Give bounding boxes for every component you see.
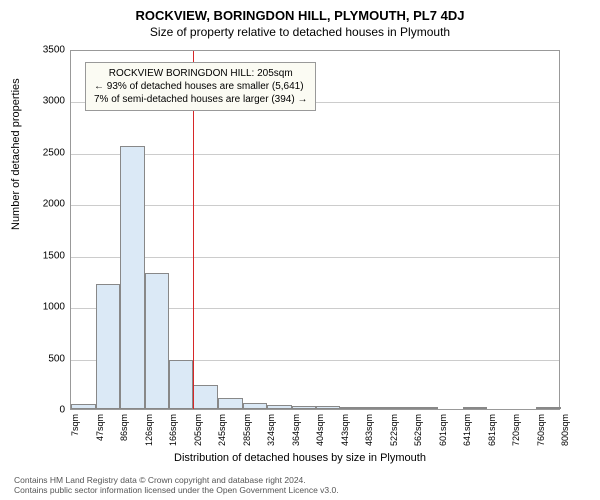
histogram-bar bbox=[316, 406, 340, 409]
annotation-line-2: ← 93% of detached houses are smaller (5,… bbox=[94, 80, 307, 93]
annotation-line-3: 7% of semi-detached houses are larger (3… bbox=[94, 93, 307, 106]
x-tick-label: 404sqm bbox=[315, 414, 325, 464]
histogram-bar bbox=[120, 146, 145, 409]
x-tick-label: 641sqm bbox=[462, 414, 472, 464]
histogram-bar bbox=[267, 405, 292, 409]
histogram-bar bbox=[145, 273, 170, 409]
histogram-bar bbox=[243, 403, 267, 409]
y-axis-label: Number of detached properties bbox=[10, 78, 22, 230]
histogram-bar bbox=[463, 407, 488, 409]
chart-container: ROCKVIEW, BORINGDON HILL, PLYMOUTH, PL7 … bbox=[0, 0, 600, 500]
y-tick-label: 3000 bbox=[35, 96, 65, 107]
histogram-bar bbox=[365, 407, 389, 409]
x-tick-label: 86sqm bbox=[119, 414, 129, 464]
chart-title-main: ROCKVIEW, BORINGDON HILL, PLYMOUTH, PL7 … bbox=[0, 0, 600, 23]
histogram-bar bbox=[292, 406, 317, 409]
y-tick-label: 1500 bbox=[35, 250, 65, 261]
y-tick-label: 3500 bbox=[35, 45, 65, 56]
x-tick-label: 562sqm bbox=[413, 414, 423, 464]
histogram-bar bbox=[169, 360, 193, 409]
x-tick-label: 364sqm bbox=[291, 414, 301, 464]
footer-line-2: Contains public sector information licen… bbox=[14, 485, 339, 496]
x-tick-label: 285sqm bbox=[242, 414, 252, 464]
histogram-bar bbox=[96, 284, 120, 409]
x-tick-label: 681sqm bbox=[487, 414, 497, 464]
x-tick-label: 47sqm bbox=[95, 414, 105, 464]
histogram-bar bbox=[71, 404, 96, 409]
x-tick-label: 522sqm bbox=[389, 414, 399, 464]
x-tick-label: 601sqm bbox=[438, 414, 448, 464]
histogram-bar bbox=[414, 407, 438, 409]
x-tick-label: 166sqm bbox=[168, 414, 178, 464]
histogram-bar bbox=[389, 407, 414, 409]
chart-title-sub: Size of property relative to detached ho… bbox=[0, 23, 600, 39]
y-tick-label: 500 bbox=[35, 353, 65, 364]
x-tick-label: 760sqm bbox=[536, 414, 546, 464]
histogram-bar bbox=[340, 407, 365, 409]
footer-attribution: Contains HM Land Registry data © Crown c… bbox=[14, 475, 339, 496]
x-tick-label: 324sqm bbox=[266, 414, 276, 464]
x-tick-label: 126sqm bbox=[144, 414, 154, 464]
x-tick-label: 443sqm bbox=[340, 414, 350, 464]
x-tick-label: 720sqm bbox=[511, 414, 521, 464]
annotation-line-1: ROCKVIEW BORINGDON HILL: 205sqm bbox=[94, 67, 307, 80]
footer-line-1: Contains HM Land Registry data © Crown c… bbox=[14, 475, 339, 486]
x-tick-label: 800sqm bbox=[560, 414, 570, 464]
x-tick-label: 205sqm bbox=[193, 414, 203, 464]
histogram-bar bbox=[536, 407, 561, 409]
x-tick-label: 7sqm bbox=[70, 414, 80, 464]
x-tick-label: 483sqm bbox=[364, 414, 374, 464]
annotation-box: ROCKVIEW BORINGDON HILL: 205sqm ← 93% of… bbox=[85, 62, 316, 111]
histogram-bar bbox=[218, 398, 243, 409]
y-tick-label: 2000 bbox=[35, 199, 65, 210]
y-tick-label: 1000 bbox=[35, 302, 65, 313]
y-tick-label: 2500 bbox=[35, 147, 65, 158]
x-tick-label: 245sqm bbox=[217, 414, 227, 464]
y-tick-label: 0 bbox=[35, 405, 65, 416]
histogram-bar bbox=[193, 385, 218, 409]
